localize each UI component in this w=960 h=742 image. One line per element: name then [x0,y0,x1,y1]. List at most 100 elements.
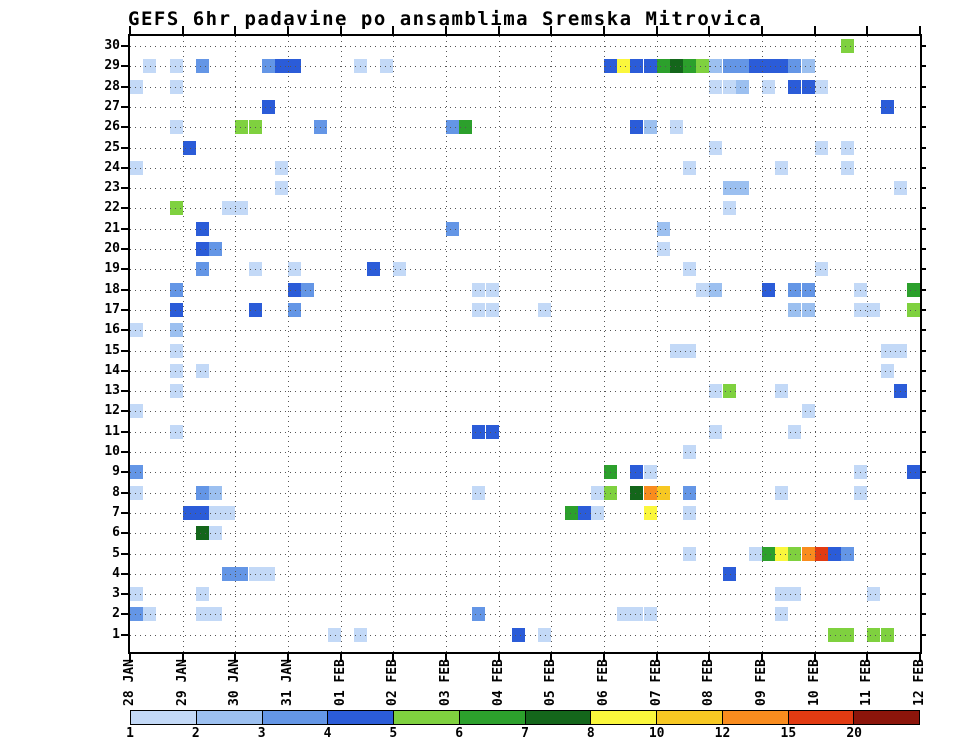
y-tick-label: 20 [104,241,120,256]
y-axis-tick [121,187,130,190]
y-axis-tick [121,613,130,616]
y-tick-label: 15 [104,342,120,358]
y-tick-label: 24 [104,159,120,175]
x-tick-label: 01 FEB [332,659,348,706]
h-gridline [130,411,920,413]
y-axis-tick [920,65,926,68]
x-axis-tick [603,26,605,34]
x-tick-label: 10 FEB [806,659,822,706]
h-gridline [130,147,920,149]
y-axis-tick [121,451,130,453]
x-axis-tick [813,26,816,34]
y-axis-tick [920,187,926,190]
y-axis-tick [121,532,130,535]
x-tick-label: 08 FEB [701,659,717,706]
x-axis-tick [655,26,658,34]
y-tick-label: 25 [104,139,120,155]
x-axis-tick [234,26,237,34]
x-axis-tick [550,654,553,662]
h-gridline [130,228,920,230]
y-axis-tick [920,166,926,169]
y-axis-tick [121,390,130,393]
y-tick-label: 12 [104,403,120,419]
colorbar-segment [657,711,723,724]
colorbar-segment [262,711,329,724]
y-tick-label: 9 [112,464,120,480]
colorbar-segment [131,711,197,724]
colorbar-tick-label: 15 [780,726,797,741]
h-gridline [130,370,920,372]
x-axis-tick [761,654,763,662]
y-tick-label: 16 [104,322,120,338]
colorbar-tick-label: 2 [191,726,200,741]
h-gridline [130,127,920,129]
colorbar-tick-label: 12 [714,726,731,741]
colorbar-segment [788,711,855,724]
y-tick-label: 13 [104,383,120,399]
v-gridline [814,36,816,652]
h-gridline [130,167,920,169]
y-axis-tick [920,511,926,514]
x-tick-label: 29 JAN [174,659,190,706]
y-axis-tick [121,268,130,271]
plot-grid [130,36,920,652]
y-axis-tick [121,633,130,636]
y-tick-label: 21 [104,220,120,236]
x-tick-label: 11 FEB [859,659,875,706]
y-tick-label: 27 [104,98,120,114]
x-axis-tick [234,654,237,662]
y-axis-tick [121,349,130,352]
x-tick-label: 03 FEB [438,659,453,706]
v-gridline [288,36,289,652]
y-axis-tick [920,633,926,636]
y-axis-tick [920,85,926,88]
x-tick-label: 28 JAN [122,659,137,706]
y-axis-tick [920,146,926,149]
x-tick-label: 09 FEB [754,659,769,706]
x-axis-tick [339,654,342,662]
x-tick-label: 07 FEB [648,659,664,706]
x-axis-tick [655,654,658,662]
v-gridline [762,36,763,652]
x-axis-tick [339,26,342,34]
x-axis-tick [603,654,605,662]
y-tick-label: 29 [104,58,120,74]
y-axis-tick [920,593,926,596]
y-tick-label: 28 [104,78,120,94]
y-axis-tick [121,410,130,413]
x-axis-tick [445,26,447,34]
y-tick-label: 14 [104,362,120,378]
x-axis-tick [550,26,553,34]
y-axis-tick [121,430,130,433]
colorbar-segment [591,711,657,724]
y-axis-tick [121,308,130,311]
x-axis-tick [919,654,921,662]
y-axis-tick [920,410,926,413]
y-axis-tick [920,248,926,250]
colorbar-segment [394,711,460,724]
x-tick-label: 12 FEB [912,659,927,706]
y-axis-tick [920,491,926,494]
colorbar-tick-label: 3 [257,726,266,741]
x-axis-tick [708,26,711,34]
x-axis-tick [445,654,447,662]
x-axis-tick [919,26,921,34]
v-gridline [182,36,184,652]
h-gridline [130,614,920,616]
h-gridline [130,573,920,575]
h-gridline [130,533,920,535]
y-tick-label: 4 [112,565,120,581]
x-axis-tick [761,26,763,34]
y-axis-tick [121,126,130,129]
h-gridline [130,188,920,190]
x-axis-tick [813,654,816,662]
y-tick-label: 18 [104,281,120,297]
y-axis-tick [121,45,130,47]
v-gridline [867,36,869,652]
x-tick-label: 06 FEB [596,659,611,706]
y-tick-label: 30 [104,38,120,53]
h-gridline [130,269,920,271]
colorbar-segment [196,711,263,724]
y-tick-label: 17 [104,301,120,317]
y-axis-tick [920,349,926,352]
